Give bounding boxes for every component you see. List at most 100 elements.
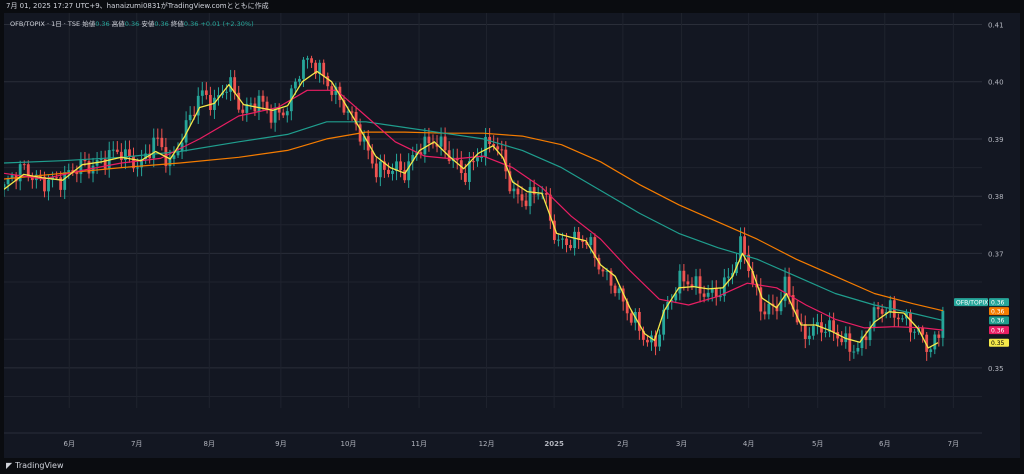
- candle-body: [75, 172, 79, 175]
- candle-body: [391, 170, 394, 174]
- x-tick-label: 7月: [131, 440, 142, 448]
- plot-background: [4, 13, 982, 408]
- candle-body: [261, 95, 265, 102]
- candle-body: [18, 164, 22, 182]
- candle-body: [370, 150, 374, 164]
- chart-area[interactable]: 0.41 0.40 0.39 0.38 0.37 0.35 6月 7月 8月 9月 10月 11月 12…: [2, 13, 1020, 458]
- candle-body: [929, 349, 933, 352]
- x-tick-label: 12月: [479, 440, 495, 448]
- candle-body: [302, 59, 305, 79]
- candle-body: [674, 293, 678, 301]
- legend-open: 0.36: [95, 20, 110, 28]
- candle-body: [552, 220, 556, 241]
- candle-body: [504, 149, 508, 172]
- candle-body: [111, 149, 115, 151]
- candle-body: [601, 269, 605, 272]
- candle-body: [565, 238, 568, 246]
- y-tick-label: 0.41: [988, 21, 1004, 29]
- candle-body: [816, 322, 819, 327]
- candle-body: [6, 178, 10, 185]
- candle-body: [512, 188, 516, 192]
- candle-body: [87, 161, 91, 174]
- candle-body: [569, 245, 572, 249]
- candle-body: [759, 287, 763, 312]
- candle-body: [933, 334, 937, 350]
- tradingview-logo[interactable]: ◤ TradingView: [6, 461, 64, 470]
- candle-body: [492, 144, 496, 147]
- candle-body: [107, 150, 111, 169]
- candle-body: [520, 194, 524, 201]
- candle-body: [828, 320, 831, 332]
- x-tick-label: 2月: [617, 440, 628, 448]
- candle-body: [91, 165, 95, 174]
- price-chart[interactable]: 0.41 0.40 0.39 0.38 0.37 0.35 6月 7月 8月 9月 10月 11月 12…: [2, 13, 1020, 458]
- candle-body: [811, 326, 815, 336]
- candle-body: [208, 94, 212, 110]
- candle-body: [577, 231, 581, 240]
- candle-body: [407, 161, 411, 181]
- candle-body: [868, 327, 872, 341]
- candle-body: [909, 312, 912, 333]
- x-tick-label: 11月: [411, 440, 427, 448]
- candle-body: [10, 175, 14, 179]
- candle-body: [925, 334, 929, 352]
- candle-body: [561, 238, 564, 240]
- candle-body: [306, 58, 309, 60]
- footer-bar: ◤ TradingView: [0, 458, 1024, 474]
- candle-body: [698, 276, 702, 294]
- candle-body: [536, 194, 540, 196]
- candle-body: [221, 92, 224, 96]
- candle-body: [884, 312, 888, 314]
- candle-body: [346, 111, 350, 113]
- candle-body: [629, 313, 633, 323]
- candle-body: [443, 136, 447, 151]
- candle-body: [277, 107, 281, 113]
- candle-body: [476, 157, 479, 162]
- ma-mid-line: [3, 89, 943, 331]
- candle-body: [225, 91, 228, 93]
- candle-body: [172, 155, 176, 159]
- candle-body: [318, 62, 322, 74]
- candle-body: [896, 317, 900, 320]
- candle-body: [528, 187, 532, 207]
- candle-body: [387, 169, 390, 174]
- candle-body: [378, 161, 382, 178]
- candle-body: [625, 301, 629, 314]
- candle-body: [245, 103, 249, 113]
- x-tick-label: 4月: [743, 440, 754, 448]
- x-tick-label: 2025: [544, 440, 564, 448]
- candle-body: [779, 300, 783, 312]
- candle-body: [119, 151, 123, 160]
- candle-body: [718, 295, 722, 298]
- candle-body: [395, 161, 398, 171]
- y-tick-label: 0.40: [988, 79, 1004, 87]
- candle-body: [124, 149, 127, 160]
- candle-body: [589, 237, 593, 245]
- candle-body: [484, 136, 487, 157]
- y-tick-label: 0.37: [988, 250, 1004, 258]
- candle-body: [856, 348, 860, 352]
- brand-name: TradingView: [15, 461, 64, 470]
- candle-body: [500, 149, 504, 151]
- y-tick-label: 0.39: [988, 136, 1004, 144]
- candle-body: [496, 146, 500, 150]
- candle-body: [876, 307, 880, 310]
- x-tick-label: 8月: [204, 440, 215, 448]
- candle-body: [621, 288, 625, 302]
- x-tick-label: 7月: [948, 440, 959, 448]
- candle-body: [670, 300, 674, 302]
- candle-body: [310, 58, 313, 63]
- candle-body: [144, 153, 148, 159]
- candle-body: [2, 184, 6, 188]
- candle-body: [229, 77, 233, 92]
- candle-body: [532, 187, 536, 195]
- candle-body: [609, 270, 613, 286]
- candle-body: [156, 137, 160, 139]
- snapshot-header: 7月 01, 2025 17:27 UTC+9、hanaizumi0831がTr…: [0, 0, 1024, 13]
- price-label-box: [989, 316, 1009, 325]
- candle-body: [597, 257, 601, 270]
- x-tick-label: 6月: [63, 440, 74, 448]
- y-tick-label: 0.35: [988, 365, 1004, 373]
- candle-body: [59, 177, 63, 190]
